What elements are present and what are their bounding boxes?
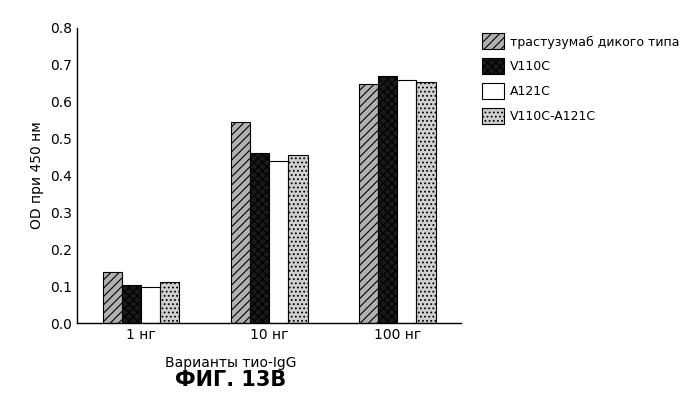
Bar: [417, 82, 435, 323]
Y-axis label: OD при 450 нм: OD при 450 нм: [31, 121, 45, 229]
Legend: трастузумаб дикого типа, V110C, A121C, V110C-A121C: трастузумаб дикого типа, V110C, A121C, V…: [479, 31, 682, 126]
Bar: [103, 272, 122, 323]
Bar: [250, 153, 269, 323]
Bar: [231, 122, 250, 323]
Text: ФИГ. 13B: ФИГ. 13B: [175, 370, 287, 390]
Bar: [269, 161, 288, 323]
Bar: [160, 282, 180, 323]
Bar: [141, 287, 160, 323]
Bar: [122, 284, 141, 323]
Bar: [359, 84, 378, 323]
Text: Варианты тио-IgG: Варианты тио-IgG: [165, 356, 296, 370]
Bar: [397, 80, 417, 323]
Bar: [289, 155, 308, 323]
Bar: [378, 76, 397, 323]
